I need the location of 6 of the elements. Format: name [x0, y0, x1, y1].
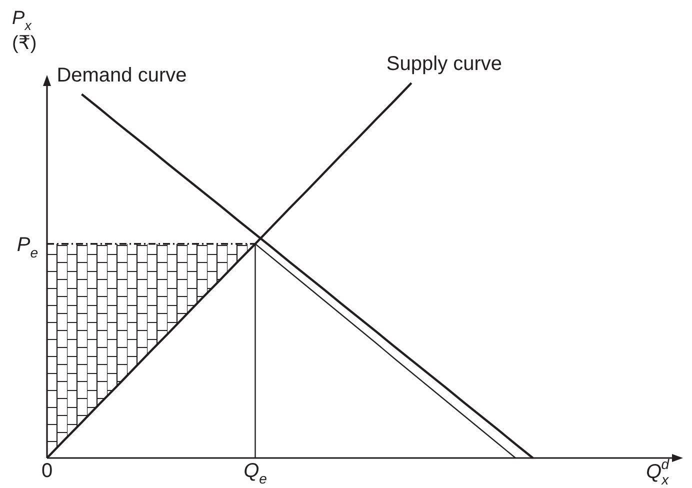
- annotation: P$_{e}$: [16, 234, 38, 260]
- y-axis-title: P$_{x}$ (₹): [12, 8, 37, 54]
- x-tick-label: Q$_{e}$: [244, 460, 268, 487]
- x-tick-label: 0: [41, 460, 53, 482]
- legend-label: Demand curve: [56, 64, 187, 86]
- series-label: Supply curve: [386, 53, 502, 76]
